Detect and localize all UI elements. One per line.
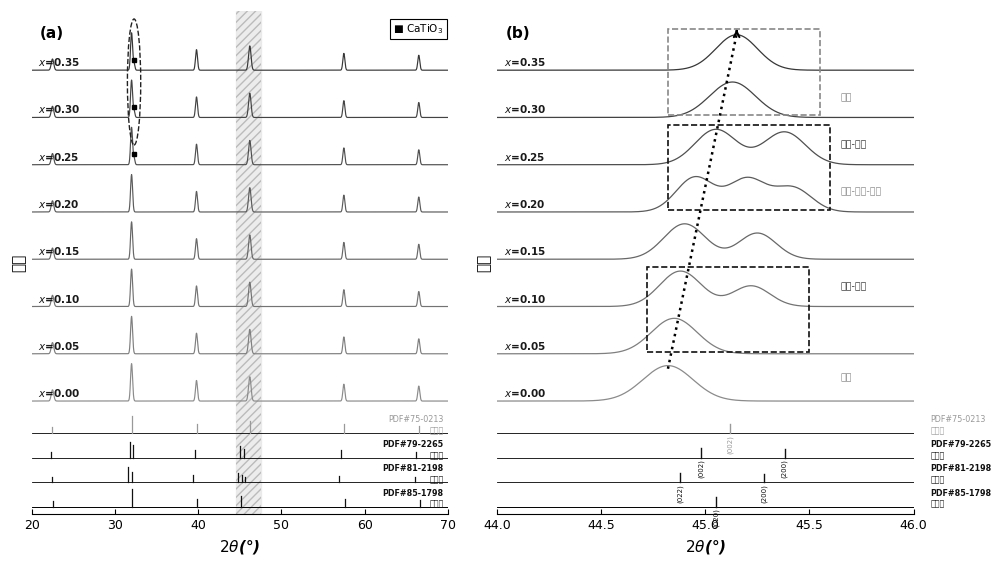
Text: $x$=0.00: $x$=0.00	[504, 387, 546, 399]
Text: $x$=0.30: $x$=0.30	[38, 104, 81, 116]
Bar	[668, 29, 820, 116]
Text: $x$=0.00: $x$=0.00	[38, 387, 81, 399]
Text: $x$=0.10: $x$=0.10	[504, 293, 546, 304]
Text: $x$=0.35: $x$=0.35	[38, 56, 80, 68]
Text: PDF#85-1798
三方相: PDF#85-1798 三方相	[930, 489, 991, 509]
Text: $x$=0.20: $x$=0.20	[38, 198, 80, 210]
Text: $x$=0.05: $x$=0.05	[504, 340, 546, 352]
Text: PDF#79-2265
四方相: PDF#79-2265 四方相	[930, 440, 991, 460]
Text: PDF#85-1798
三方相: PDF#85-1798 三方相	[383, 489, 444, 509]
Text: PDF#75-0213
立方相: PDF#75-0213 立方相	[388, 416, 444, 435]
Text: (b): (b)	[506, 26, 530, 41]
Text: PDF#79-2265
四方相: PDF#79-2265 四方相	[383, 440, 444, 460]
Text: $x$=0.10: $x$=0.10	[38, 293, 81, 304]
Text: PDF#75-0213
立方相: PDF#75-0213 立方相	[930, 416, 986, 435]
Y-axis label: 强度: 强度	[11, 253, 26, 272]
Text: 立方: 立方	[841, 373, 852, 382]
Text: $x$=0.25: $x$=0.25	[38, 151, 80, 163]
Text: 三方-正交: 三方-正交	[841, 141, 867, 150]
Bar	[236, 11, 261, 514]
Text: $x$=0.05: $x$=0.05	[38, 340, 80, 352]
Text: PDF#81-2198
正交相: PDF#81-2198 正交相	[930, 464, 991, 484]
Text: $x$=0.20: $x$=0.20	[504, 198, 545, 210]
Text: 三方-正交-四方: 三方-正交-四方	[841, 188, 882, 197]
Text: (002): (002)	[698, 459, 705, 478]
Text: $x$=0.15: $x$=0.15	[504, 246, 546, 257]
Text: (a): (a)	[40, 26, 64, 41]
Text: $x$=0.25: $x$=0.25	[504, 151, 545, 163]
Text: 三方: 三方	[841, 93, 852, 102]
Y-axis label: 强度: 强度	[477, 253, 492, 272]
Text: 正交-四方: 正交-四方	[841, 282, 867, 291]
Text: (020): (020)	[713, 508, 719, 527]
Text: (200): (200)	[781, 459, 788, 478]
Bar	[668, 125, 830, 210]
Text: $x$=0.35: $x$=0.35	[504, 56, 546, 68]
Text: (200): (200)	[760, 484, 767, 502]
Text: ■ CaTiO$_3$: ■ CaTiO$_3$	[393, 22, 444, 36]
Text: $x$=0.15: $x$=0.15	[38, 246, 80, 257]
X-axis label: $2\theta$(°): $2\theta$(°)	[685, 538, 726, 556]
Bar	[236, 11, 261, 514]
Text: $x$=0.30: $x$=0.30	[504, 104, 546, 116]
Text: PDF#81-2198
正交相: PDF#81-2198 正交相	[383, 464, 444, 484]
Text: (002): (002)	[727, 435, 734, 454]
Bar	[647, 267, 809, 352]
X-axis label: $2\theta$(°): $2\theta$(°)	[219, 538, 260, 556]
Text: (022): (022)	[677, 484, 684, 502]
